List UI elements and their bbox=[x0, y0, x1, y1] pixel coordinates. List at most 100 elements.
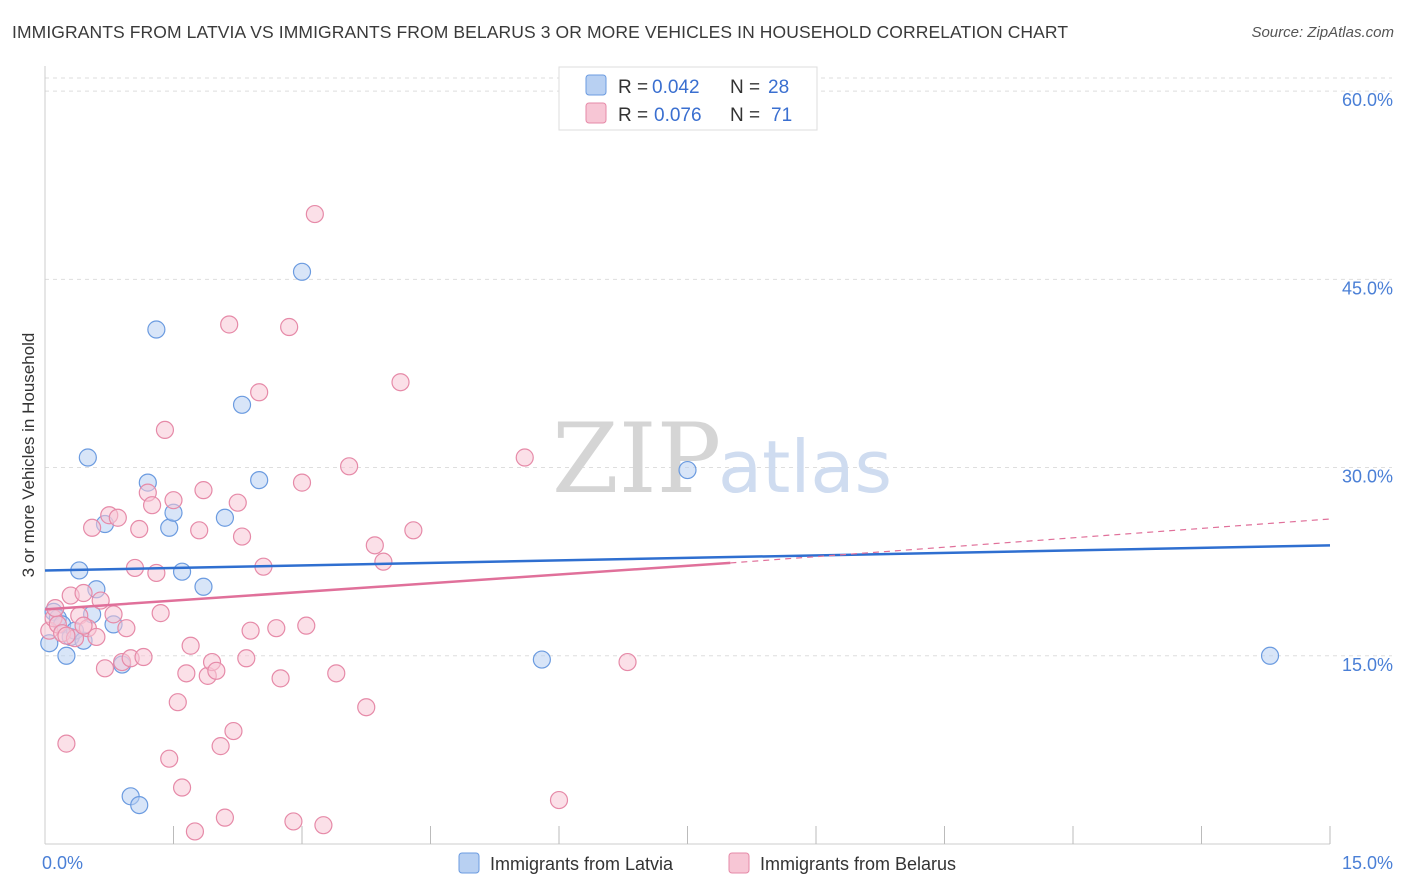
belarus-point bbox=[340, 457, 359, 476]
y-axis-label: 3 or more Vehicles in Household bbox=[19, 333, 38, 578]
y-tick-label: 15.0% bbox=[1342, 655, 1393, 675]
belarus-point bbox=[232, 527, 252, 546]
belarus-point bbox=[271, 669, 290, 688]
belarus-point bbox=[87, 627, 106, 647]
legend-r-value-belarus: 0.076 bbox=[654, 105, 702, 126]
belarus-point bbox=[357, 698, 376, 717]
belarus-point bbox=[57, 626, 76, 645]
latvia-point bbox=[292, 262, 312, 281]
bottom-legend-label-latvia: Immigrants from Latvia bbox=[490, 854, 674, 874]
belarus-point bbox=[177, 664, 196, 683]
belarus-point bbox=[224, 721, 243, 741]
belarus-point bbox=[327, 664, 346, 683]
belarus-point bbox=[241, 621, 260, 640]
latvia-point bbox=[532, 650, 551, 669]
y-tick-labels: 15.0% 30.0% 45.0% 60.0% bbox=[1342, 90, 1393, 675]
chart-title: IMMIGRANTS FROM LATVIA VS IMMIGRANTS FRO… bbox=[12, 22, 1069, 42]
belarus-point bbox=[365, 536, 384, 555]
belarus-point bbox=[404, 521, 423, 540]
latvia-point bbox=[194, 577, 213, 596]
bottom-legend-swatch-latvia bbox=[458, 852, 480, 874]
belarus-point bbox=[215, 808, 234, 827]
belarus-point bbox=[292, 473, 312, 492]
belarus-point bbox=[142, 496, 162, 515]
belarus-point bbox=[207, 661, 226, 680]
belarus-point bbox=[104, 605, 123, 624]
watermark: ZIP atlas bbox=[552, 403, 892, 515]
latvia-point bbox=[147, 320, 166, 339]
belarus-point bbox=[228, 493, 247, 512]
legend-n-label-latvia: N = bbox=[730, 77, 760, 98]
legend-r-value-latvia: 0.042 bbox=[652, 77, 700, 98]
belarus-point bbox=[220, 315, 239, 334]
legend-r-label-latvia: R = bbox=[618, 77, 648, 98]
belarus-point bbox=[57, 734, 76, 753]
belarus-point bbox=[117, 619, 136, 638]
latvia-point bbox=[130, 795, 149, 815]
belarus-point bbox=[134, 647, 153, 667]
bottom-legend-label-belarus: Immigrants from Belarus bbox=[760, 854, 956, 874]
belarus-trend-line-extension bbox=[730, 518, 1331, 564]
legend-r-label-belarus: R = bbox=[618, 105, 648, 126]
belarus-point bbox=[280, 317, 299, 337]
latvia-point bbox=[250, 470, 269, 490]
chart-source: Source: ZipAtlas.com bbox=[1251, 24, 1394, 41]
x-minor-ticks bbox=[173, 826, 1331, 844]
belarus-point bbox=[250, 383, 269, 402]
legend-swatch-belarus bbox=[585, 102, 607, 124]
belarus-point bbox=[190, 521, 209, 540]
belarus-point bbox=[74, 616, 93, 635]
belarus-point bbox=[130, 519, 149, 539]
belarus-point bbox=[155, 420, 175, 440]
belarus-point bbox=[160, 749, 179, 768]
belarus-point bbox=[95, 659, 115, 678]
latvia-point bbox=[232, 395, 252, 414]
belarus-point bbox=[515, 448, 534, 467]
belarus-point bbox=[211, 737, 230, 756]
data-points bbox=[40, 204, 1280, 841]
legend-swatch-latvia bbox=[585, 74, 607, 96]
belarus-point bbox=[391, 373, 410, 392]
belarus-point bbox=[237, 649, 256, 668]
belarus-point bbox=[168, 693, 187, 712]
latvia-point bbox=[172, 562, 192, 581]
watermark-atlas: atlas bbox=[718, 425, 892, 509]
belarus-point bbox=[305, 204, 324, 224]
belarus-trend-line bbox=[44, 561, 731, 611]
legend-n-value-latvia: 28 bbox=[768, 77, 789, 98]
x-tick-label: 0.0% bbox=[42, 853, 83, 873]
trend-lines bbox=[44, 518, 1331, 611]
watermark-zip: ZIP bbox=[552, 403, 721, 515]
y-tick-label: 60.0% bbox=[1342, 90, 1393, 110]
belarus-point bbox=[194, 481, 213, 500]
latvia-trend-line bbox=[44, 544, 1331, 572]
x-tick-labels: 0.0% 15.0% bbox=[42, 853, 1393, 873]
latvia-point bbox=[1260, 646, 1280, 665]
belarus-point bbox=[549, 790, 569, 810]
belarus-point bbox=[74, 583, 93, 603]
belarus-point bbox=[374, 552, 393, 571]
belarus-point bbox=[151, 604, 170, 623]
y-tick-label: 30.0% bbox=[1342, 467, 1393, 487]
bottom-legend-swatch-belarus bbox=[728, 852, 750, 874]
belarus-point bbox=[108, 508, 127, 527]
belarus-point bbox=[284, 812, 303, 831]
belarus-point bbox=[297, 616, 316, 635]
belarus-point bbox=[185, 822, 205, 841]
latvia-point bbox=[57, 646, 76, 665]
y-tick-label: 45.0% bbox=[1342, 278, 1393, 298]
belarus-point bbox=[181, 636, 200, 655]
latvia-point bbox=[215, 508, 234, 527]
latvia-point bbox=[160, 518, 179, 537]
legend-n-label-belarus: N = bbox=[730, 105, 760, 126]
belarus-point bbox=[314, 816, 333, 835]
belarus-point bbox=[267, 619, 286, 638]
legend-n-value-belarus: 71 bbox=[771, 105, 792, 126]
belarus-point bbox=[172, 778, 192, 797]
x-tick-label: 15.0% bbox=[1342, 853, 1393, 873]
latvia-point bbox=[678, 460, 697, 480]
legend: R = 0.042 N = 28 R = 0.076 N = 71 bbox=[558, 66, 818, 131]
gridlines bbox=[45, 77, 1392, 657]
belarus-point bbox=[83, 518, 102, 537]
